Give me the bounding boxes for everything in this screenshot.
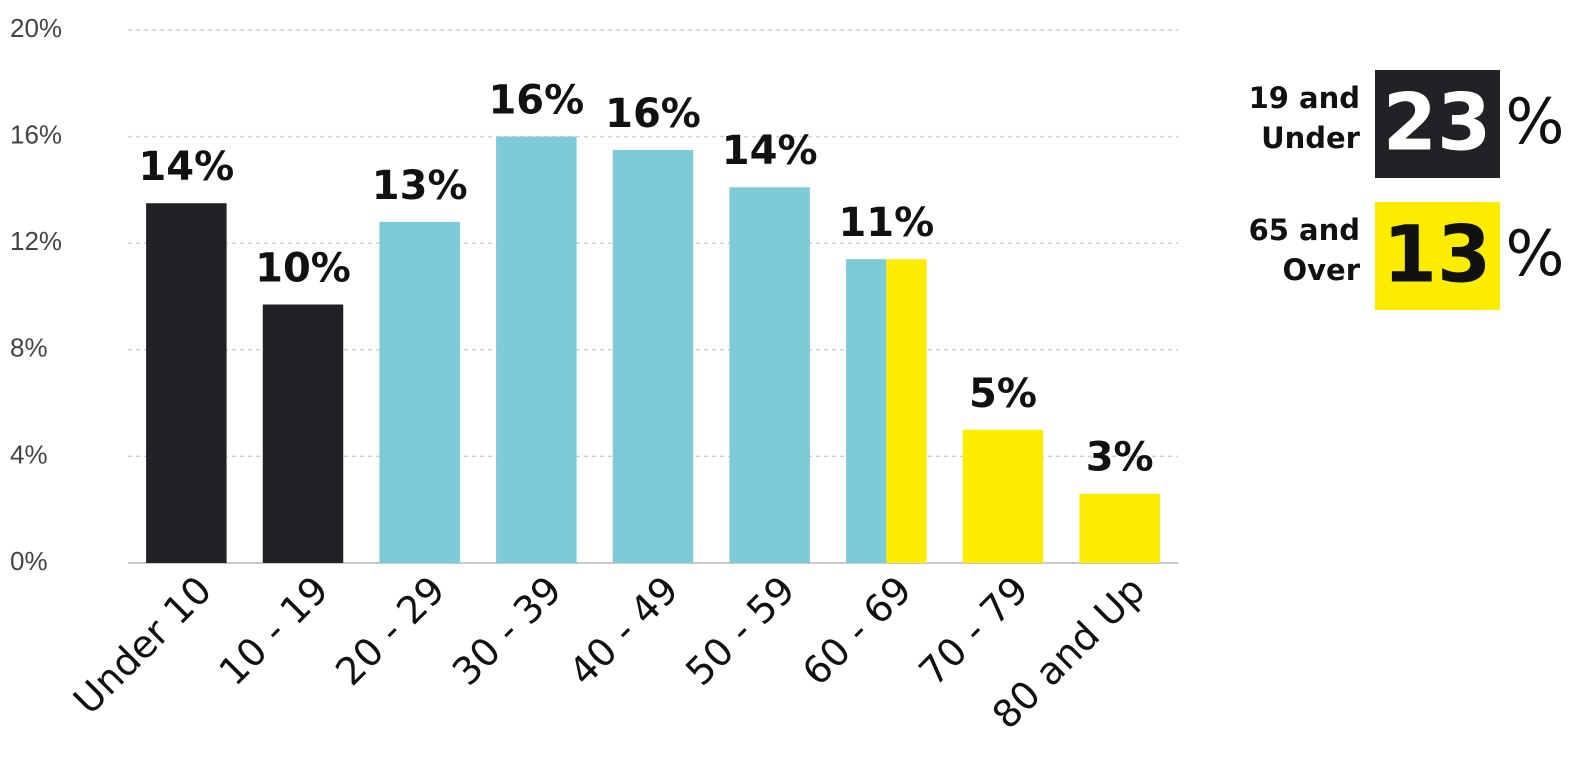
- callout-label: Under: [1261, 121, 1361, 155]
- callout-unit: %: [1506, 85, 1565, 158]
- bar: [729, 187, 810, 564]
- callout-label: Over: [1282, 253, 1360, 287]
- callout-box: [1375, 202, 1500, 310]
- value-label: 10%: [255, 245, 351, 291]
- x-tick-label: 50 - 59: [677, 568, 803, 694]
- value-label: 14%: [138, 144, 234, 190]
- value-label: 14%: [722, 128, 818, 174]
- bar: [262, 304, 344, 563]
- value-label: 16%: [488, 78, 584, 124]
- bar: [379, 221, 460, 563]
- y-tick-label: 16%: [10, 119, 62, 149]
- x-tick-label: 30 - 39: [444, 568, 570, 694]
- bar-segment: [886, 259, 927, 563]
- x-tick-label: 40 - 49: [561, 568, 687, 694]
- y-tick-label: 4%: [10, 439, 48, 469]
- bar: [962, 429, 1044, 563]
- x-tick-label: 10 - 19: [211, 568, 337, 694]
- value-label: 16%: [605, 91, 701, 137]
- bar: [1079, 493, 1160, 563]
- x-tick-label: 20 - 29: [327, 568, 453, 694]
- bar-segment: [846, 259, 887, 563]
- callout-unit: %: [1506, 217, 1565, 290]
- callout-label: 19 and: [1249, 81, 1360, 115]
- value-label: 13%: [372, 163, 468, 209]
- y-tick-label: 0%: [10, 546, 48, 576]
- y-tick-label: 12%: [10, 226, 62, 256]
- value-label: 11%: [838, 200, 934, 246]
- callout-label: 65 and: [1249, 213, 1360, 247]
- x-tick-label: 60 - 69: [794, 568, 920, 694]
- value-label: 3%: [1086, 435, 1154, 481]
- callout-box: [1375, 70, 1500, 178]
- callout-value: 13: [1383, 210, 1492, 300]
- y-tick-label: 20%: [10, 13, 62, 43]
- y-tick-label: 8%: [10, 333, 48, 363]
- bar: [846, 259, 927, 563]
- bar: [496, 136, 577, 563]
- bar: [146, 203, 227, 563]
- bar: [612, 149, 694, 564]
- value-label: 5%: [969, 371, 1037, 417]
- x-tick-label: Under 10: [65, 568, 220, 723]
- callout-value: 23: [1383, 78, 1492, 168]
